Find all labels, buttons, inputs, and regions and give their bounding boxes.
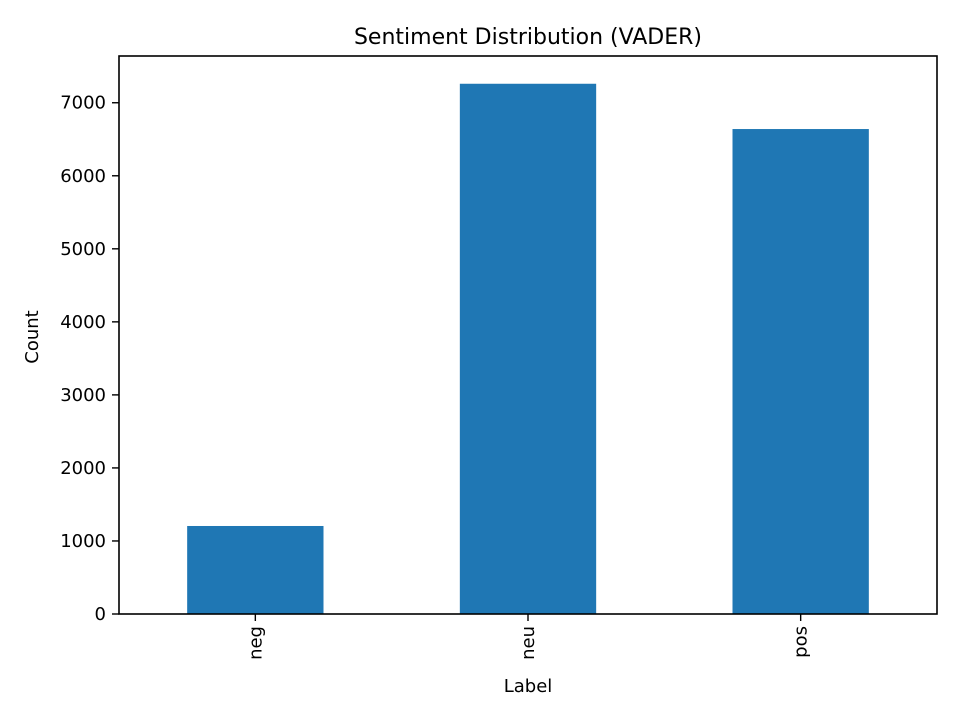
plot-area-frame [118,55,938,615]
y-tick-label-6000: 6000 [60,166,106,187]
bars-group [187,83,869,615]
x-axis-ticks: neg neu pos [245,614,812,660]
y-tick-label-5000: 5000 [60,239,106,260]
x-axis-label: Label [504,676,553,697]
y-axis-ticks: 0 1000 2000 3000 4000 5000 6000 7000 [60,93,119,625]
y-tick-label-4000: 4000 [60,312,106,333]
bar-neg [187,525,324,614]
y-tick-label-7000: 7000 [60,93,106,114]
x-tick-label-pos: pos [791,626,812,658]
bar-neu [459,83,597,615]
chart-title: Sentiment Distribution (VADER) [354,25,702,50]
y-tick-label-1000: 1000 [60,531,106,552]
x-tick-label-neg: neg [245,626,266,660]
y-axis-label: Count [22,310,43,363]
y-tick-label-3000: 3000 [60,385,106,406]
y-tick-label-2000: 2000 [60,458,106,479]
y-tick-label-0: 0 [95,604,106,625]
bar-pos [732,129,869,614]
x-tick-label-neu: neu [518,626,539,660]
